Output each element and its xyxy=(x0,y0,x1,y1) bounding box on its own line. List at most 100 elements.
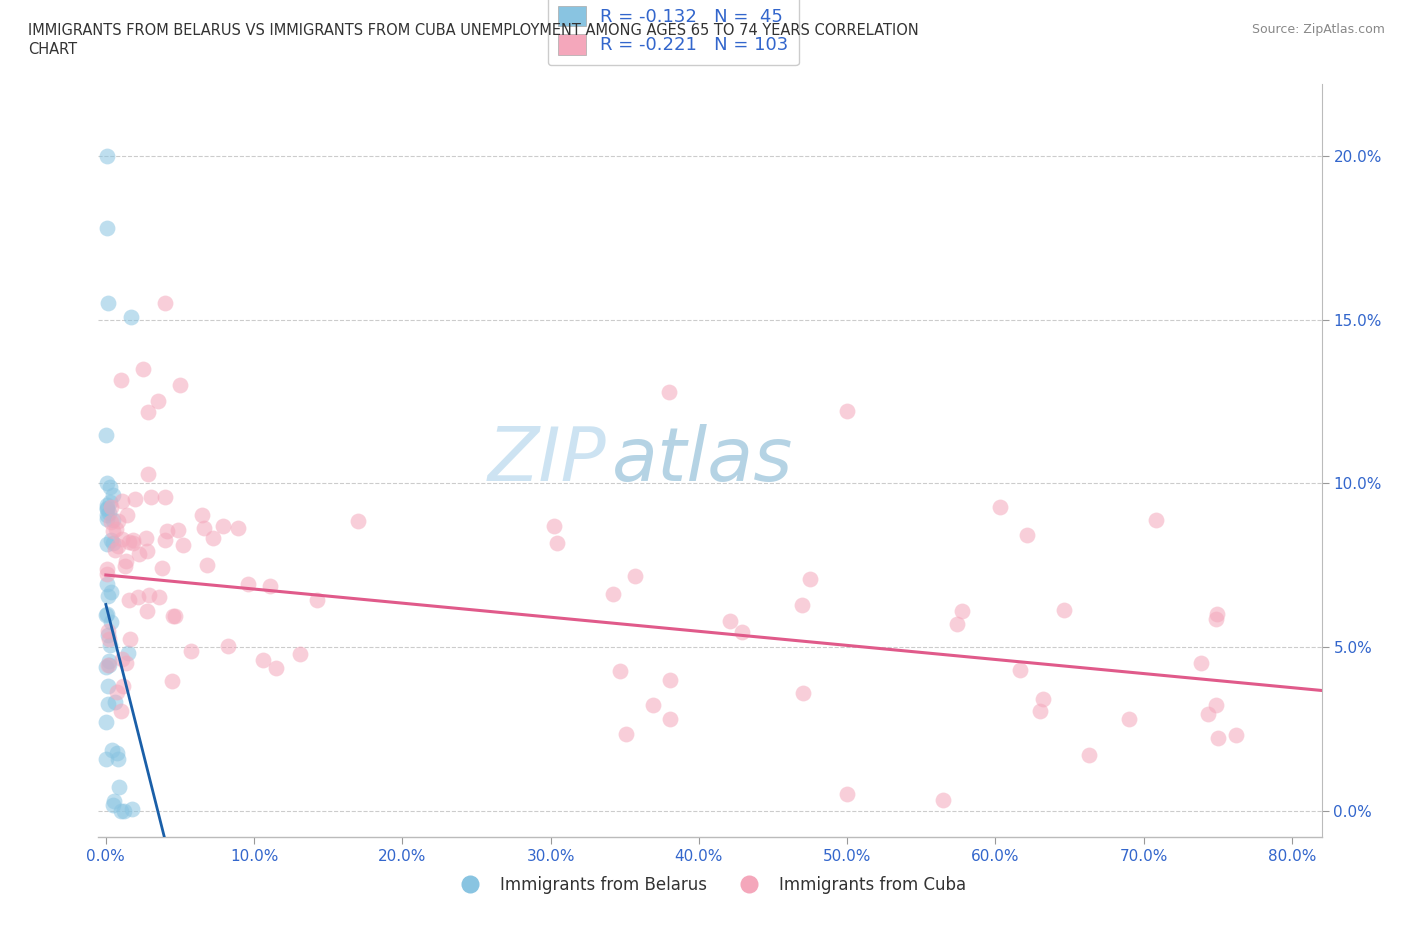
Point xyxy=(104,542,127,557)
Point xyxy=(146,394,169,409)
Point xyxy=(658,672,681,687)
Point xyxy=(641,698,664,712)
Point xyxy=(135,531,157,546)
Point xyxy=(101,513,124,528)
Point xyxy=(148,590,170,604)
Point xyxy=(191,507,214,522)
Point xyxy=(97,654,120,669)
Point xyxy=(115,656,138,671)
Point xyxy=(103,793,125,808)
Point xyxy=(107,514,129,529)
Point xyxy=(259,578,281,593)
Point xyxy=(97,505,120,520)
Point xyxy=(110,703,132,718)
Point xyxy=(1206,730,1229,745)
Point xyxy=(1205,607,1227,622)
Point xyxy=(97,589,120,604)
Point xyxy=(96,562,118,577)
Point xyxy=(96,714,118,729)
Point xyxy=(127,590,149,604)
Point xyxy=(120,631,142,646)
Point xyxy=(155,490,177,505)
Point xyxy=(659,712,682,727)
Point xyxy=(112,678,135,693)
Point xyxy=(100,584,122,599)
Point xyxy=(150,561,173,576)
Point xyxy=(96,498,118,512)
Point xyxy=(94,752,117,767)
Point xyxy=(114,554,136,569)
Point xyxy=(101,487,124,502)
Point xyxy=(156,524,179,538)
Point xyxy=(96,508,118,523)
Text: IMMIGRANTS FROM BELARUS VS IMMIGRANTS FROM CUBA UNEMPLOYMENT AMONG AGES 65 TO 74: IMMIGRANTS FROM BELARUS VS IMMIGRANTS FR… xyxy=(28,23,920,38)
Point xyxy=(121,536,143,551)
Point xyxy=(346,513,368,528)
Point xyxy=(201,531,224,546)
Text: Source: ZipAtlas.com: Source: ZipAtlas.com xyxy=(1251,23,1385,36)
Point xyxy=(543,519,565,534)
Point xyxy=(96,220,118,235)
Point xyxy=(98,658,121,672)
Point xyxy=(217,638,239,653)
Point xyxy=(136,544,159,559)
Point xyxy=(799,572,821,587)
Point xyxy=(1031,691,1053,706)
Point xyxy=(98,637,121,652)
Point xyxy=(96,501,118,516)
Point xyxy=(107,751,129,766)
Point xyxy=(718,614,741,629)
Point xyxy=(837,404,859,418)
Point xyxy=(609,664,631,679)
Point xyxy=(105,684,128,699)
Point xyxy=(100,499,122,514)
Point xyxy=(307,593,329,608)
Point xyxy=(98,480,121,495)
Point xyxy=(1015,528,1038,543)
Legend: Immigrants from Belarus, Immigrants from Cuba: Immigrants from Belarus, Immigrants from… xyxy=(447,869,973,900)
Point xyxy=(114,558,136,573)
Point xyxy=(141,490,163,505)
Point xyxy=(1205,698,1227,712)
Point xyxy=(96,566,118,581)
Point xyxy=(100,532,122,547)
Point xyxy=(97,679,120,694)
Point xyxy=(1197,707,1219,722)
Point xyxy=(946,617,969,631)
Point xyxy=(658,384,681,399)
Point xyxy=(290,647,312,662)
Point xyxy=(211,519,233,534)
Point xyxy=(96,577,118,591)
Point xyxy=(932,793,955,808)
Point xyxy=(96,475,118,490)
Point xyxy=(100,514,122,529)
Point xyxy=(1008,663,1031,678)
Point xyxy=(153,296,176,311)
Point xyxy=(988,499,1011,514)
Point xyxy=(96,148,118,163)
Point xyxy=(132,361,155,376)
Point xyxy=(252,653,274,668)
Point xyxy=(118,592,141,607)
Point xyxy=(135,604,157,618)
Point xyxy=(97,697,120,711)
Point xyxy=(950,604,973,618)
Point xyxy=(96,428,118,443)
Point xyxy=(97,623,120,638)
Point xyxy=(111,651,134,666)
Point xyxy=(96,501,118,516)
Point xyxy=(136,467,159,482)
Point xyxy=(101,536,124,551)
Point xyxy=(94,659,117,674)
Text: ZIP: ZIP xyxy=(488,424,606,497)
Point xyxy=(111,493,134,508)
Point xyxy=(118,535,141,550)
Point xyxy=(101,798,124,813)
Point xyxy=(97,296,120,311)
Point xyxy=(166,523,188,538)
Point xyxy=(105,521,128,536)
Point xyxy=(120,310,142,325)
Point xyxy=(105,745,128,760)
Text: CHART: CHART xyxy=(28,42,77,57)
Point xyxy=(98,495,121,510)
